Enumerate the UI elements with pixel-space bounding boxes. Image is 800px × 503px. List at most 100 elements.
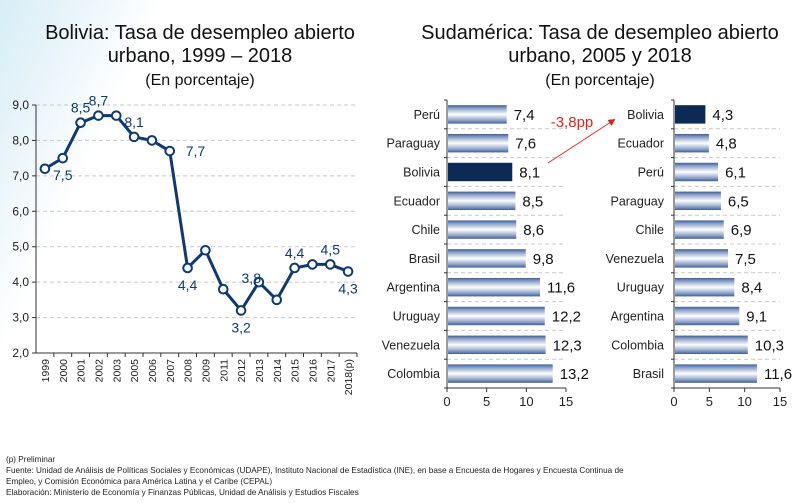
data-point bbox=[128, 131, 140, 143]
category-label: Paraguay bbox=[386, 137, 440, 151]
x-tick-label: 10 bbox=[737, 394, 751, 409]
bar bbox=[675, 277, 735, 297]
x-tick-label: 2008 bbox=[183, 359, 195, 383]
category-label: Colombia bbox=[387, 367, 440, 381]
footer-notes: (p) Preliminar Fuente: Unidad de Análisi… bbox=[6, 454, 624, 498]
x-tick-label: 2013 bbox=[254, 359, 266, 383]
left-title-line2: urbano, 1999 – 2018 bbox=[107, 45, 293, 67]
x-tick-label: 2009 bbox=[200, 359, 212, 383]
y-tick-label: 3,0 bbox=[12, 311, 29, 325]
bar bbox=[675, 249, 728, 268]
data-point bbox=[200, 244, 211, 256]
data-point bbox=[324, 259, 336, 270]
bar bbox=[675, 335, 748, 355]
data-point bbox=[342, 266, 354, 277]
line-chart: 2,0 3,0 4,0 5,0 6,0 7,0 8,0 9,0 1999 2000 2001 2002… bbox=[12, 93, 358, 396]
data-point bbox=[146, 135, 158, 146]
y-tick-label: 9,0 bbox=[12, 98, 29, 112]
value-label: 6,5 bbox=[728, 193, 749, 210]
data-label: 4,4 bbox=[285, 245, 305, 261]
category-label: Venezuela bbox=[382, 338, 440, 352]
x-tick-label: 0 bbox=[443, 394, 450, 409]
y-tick-label: 5,0 bbox=[12, 240, 29, 254]
data-point bbox=[217, 283, 229, 295]
x-tick-label: 2014 bbox=[272, 359, 284, 383]
data-label: 4,5 bbox=[321, 241, 341, 257]
x-tick-label: 2005 bbox=[129, 359, 141, 383]
value-label: 4,3 bbox=[712, 107, 733, 124]
data-label: 4,3 bbox=[338, 281, 358, 297]
bar bbox=[675, 162, 719, 182]
category-label: Venezuela bbox=[606, 252, 664, 266]
category-label: Uruguay bbox=[393, 310, 441, 324]
data-point bbox=[93, 110, 104, 121]
bar bbox=[675, 191, 721, 211]
category-label: Perú bbox=[638, 166, 664, 180]
x-tick-label: 2018(p) bbox=[343, 359, 355, 395]
x-tick-label: 0 bbox=[670, 394, 677, 409]
x-tick-label: 15 bbox=[773, 394, 787, 409]
category-label: Brasil bbox=[633, 367, 664, 381]
y-tick-label: 8,0 bbox=[12, 133, 29, 147]
data-label: 7,7 bbox=[186, 143, 206, 159]
footer-source-line2: Empleo, y Comisión Económica para Améric… bbox=[6, 477, 273, 486]
x-tick-label: 2017 bbox=[325, 359, 337, 383]
category-label: Ecuador bbox=[393, 194, 440, 208]
value-label: 8,6 bbox=[523, 222, 544, 239]
category-label: Chile bbox=[412, 223, 441, 237]
bar bbox=[675, 364, 757, 383]
category-label: Argentina bbox=[386, 281, 440, 295]
x-tick-label: 2003 bbox=[111, 359, 123, 383]
left-chart-title: Bolivia: Tasa de desempleo abierto urban… bbox=[0, 22, 400, 68]
bar bbox=[448, 220, 517, 239]
x-tick-label: 2007 bbox=[165, 359, 177, 383]
data-point bbox=[235, 305, 247, 316]
value-label: 8,4 bbox=[741, 280, 762, 297]
category-label: Brasil bbox=[409, 252, 440, 266]
change-annotation-label: -3,8pp bbox=[551, 114, 594, 131]
data-point bbox=[307, 259, 318, 270]
value-label: 12,2 bbox=[552, 309, 581, 326]
value-label: 7,6 bbox=[515, 136, 536, 153]
x-tick-label: 2002 bbox=[93, 359, 105, 383]
value-label: 8,1 bbox=[519, 165, 540, 182]
bar bbox=[675, 133, 709, 153]
data-point bbox=[182, 262, 193, 274]
data-point bbox=[57, 152, 69, 164]
value-label: 6,1 bbox=[725, 165, 746, 182]
data-point bbox=[110, 110, 122, 121]
right-chart-title: Sudamérica: Tasa de desempleo abierto ur… bbox=[400, 22, 800, 68]
data-label: 8,7 bbox=[89, 93, 109, 109]
data-label: 3,2 bbox=[231, 319, 251, 335]
bar bbox=[675, 306, 740, 326]
category-label: Chile bbox=[636, 223, 665, 237]
value-label: 12,3 bbox=[553, 337, 582, 354]
value-label: 9,8 bbox=[533, 251, 554, 268]
data-point bbox=[75, 117, 86, 129]
value-label: 7,4 bbox=[514, 107, 535, 124]
x-tick-label: 10 bbox=[519, 394, 533, 409]
footer-source-line1: Fuente: Unidad de Análisis de Políticas … bbox=[6, 466, 624, 475]
x-tick-label: 2016 bbox=[307, 359, 319, 383]
category-label: Argentina bbox=[610, 310, 664, 324]
category-label: Bolivia bbox=[627, 108, 664, 122]
right-chart-subtitle: (En porcentaje) bbox=[545, 72, 655, 89]
x-tick-label: 2011 bbox=[218, 359, 230, 382]
value-label: 8,5 bbox=[522, 193, 543, 210]
y-tick-label: 7,0 bbox=[12, 169, 29, 183]
value-label: 10,3 bbox=[755, 337, 784, 354]
bar-highlight bbox=[675, 105, 706, 124]
value-label: 11,6 bbox=[547, 280, 575, 297]
y-tick-label: 2,0 bbox=[12, 346, 29, 360]
data-point bbox=[253, 276, 265, 288]
x-tick-label: 2001 bbox=[76, 359, 88, 383]
value-label: 7,5 bbox=[735, 251, 756, 268]
category-label: Ecuador bbox=[617, 137, 664, 151]
data-point bbox=[289, 262, 300, 274]
x-tick-label: 5 bbox=[483, 394, 490, 409]
bar bbox=[448, 364, 553, 383]
annotation-group: -3,8pp bbox=[547, 114, 616, 164]
bar bbox=[448, 105, 507, 124]
